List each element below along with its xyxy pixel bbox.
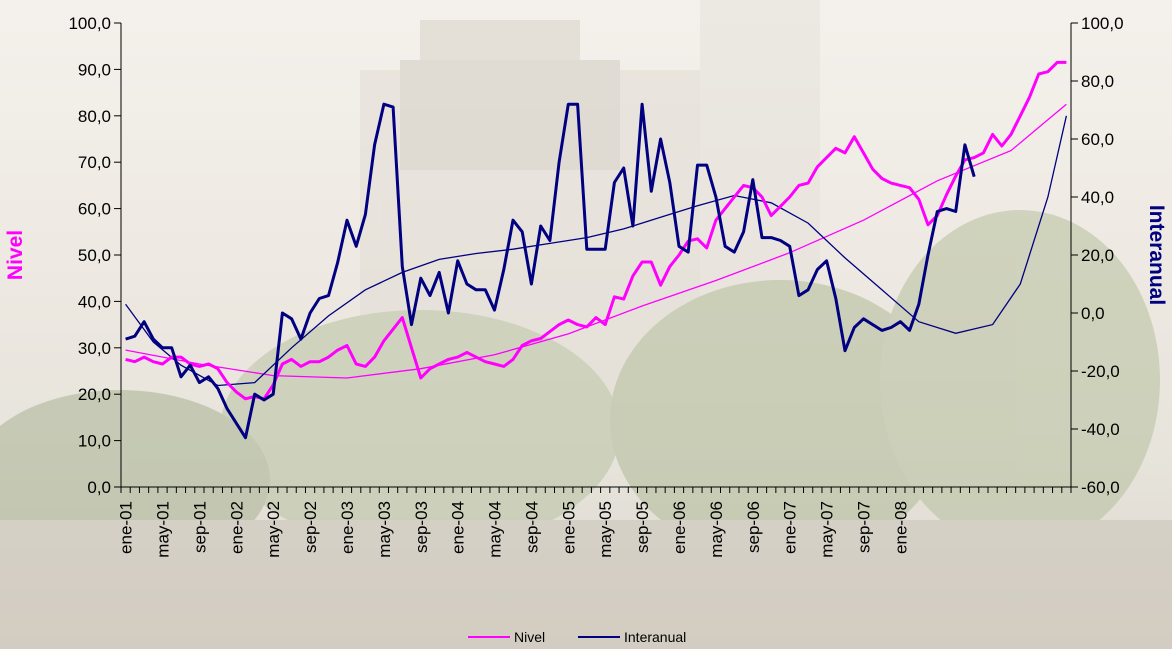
x-ticks: ene-01 may-01 sep-01 ene-02 may-02 sep-02 ene-… — [117, 487, 1072, 558]
right-tick-label: 0,0 — [1081, 304, 1105, 323]
right-tick-label: 40,0 — [1081, 188, 1114, 207]
left-y-ticks: 0,0 10,0 20,0 30,0 40,0 50,0 60,0 70,0 80,0 90,0 1… — [68, 14, 121, 497]
x-tick-label: sep-07 — [854, 501, 873, 553]
trend-line-right — [125, 115, 1068, 387]
left-tick-label: 80,0 — [78, 107, 111, 126]
left-tick-label: 100,0 — [68, 14, 111, 33]
left-tick-label: 30,0 — [78, 339, 111, 358]
x-tick-label: ene-08 — [891, 501, 910, 554]
x-tick-label: sep-01 — [190, 501, 209, 553]
legend: Nivel Interanual — [468, 629, 686, 645]
x-tick-label: may-07 — [818, 501, 837, 558]
x-tick-label: may-05 — [596, 501, 615, 558]
x-tick-label: may-03 — [375, 501, 394, 558]
right-tick-label: 60,0 — [1081, 130, 1114, 149]
left-tick-label: 90,0 — [78, 60, 111, 79]
x-tick-label: may-02 — [264, 501, 283, 558]
right-axis-title: Interanual — [1145, 205, 1168, 305]
right-tick-label: -60,0 — [1081, 478, 1120, 497]
left-tick-label: 0,0 — [87, 478, 111, 497]
x-tick-label: ene-02 — [227, 501, 246, 554]
series-line-nivel — [125, 60, 1067, 401]
left-tick-label: 60,0 — [78, 200, 111, 219]
left-tick-label: 40,0 — [78, 292, 111, 311]
x-tick-label: sep-04 — [522, 501, 541, 553]
x-tick-label: ene-06 — [670, 501, 689, 554]
right-tick-label: 20,0 — [1081, 246, 1114, 265]
left-tick-label: 10,0 — [78, 432, 111, 451]
x-tick-label: sep-03 — [412, 501, 431, 553]
x-tick-label: ene-07 — [781, 501, 800, 554]
x-tick-label: may-01 — [154, 501, 173, 558]
right-tick-label: -40,0 — [1081, 420, 1120, 439]
x-tick-label: may-04 — [486, 501, 505, 558]
left-tick-label: 50,0 — [78, 246, 111, 265]
x-tick-label: ene-04 — [449, 501, 468, 554]
left-tick-label: 20,0 — [78, 385, 111, 404]
right-y-ticks: -60,0 -40,0 -20,0 0,0 20,0 40,0 60,0 80,0 100,0 — [1071, 14, 1124, 497]
x-tick-label: may-06 — [707, 501, 726, 558]
x-tick-label: sep-06 — [744, 501, 763, 553]
legend-label-interanual: Interanual — [624, 629, 686, 645]
x-tick-label: sep-05 — [633, 501, 652, 553]
left-tick-label: 70,0 — [78, 153, 111, 172]
right-tick-label: 100,0 — [1081, 14, 1124, 33]
x-tick-label: ene-05 — [559, 501, 578, 554]
right-tick-label: 80,0 — [1081, 72, 1114, 91]
x-tick-label: sep-02 — [301, 501, 320, 553]
left-axis-title: Nivel — [4, 230, 27, 280]
right-tick-label: -20,0 — [1081, 362, 1120, 381]
series-lines — [125, 60, 1067, 440]
x-tick-label: ene-03 — [338, 501, 357, 554]
series-line-interanual — [125, 102, 976, 440]
x-tick-label: ene-01 — [117, 501, 136, 554]
legend-label-nivel: Nivel — [514, 629, 545, 645]
